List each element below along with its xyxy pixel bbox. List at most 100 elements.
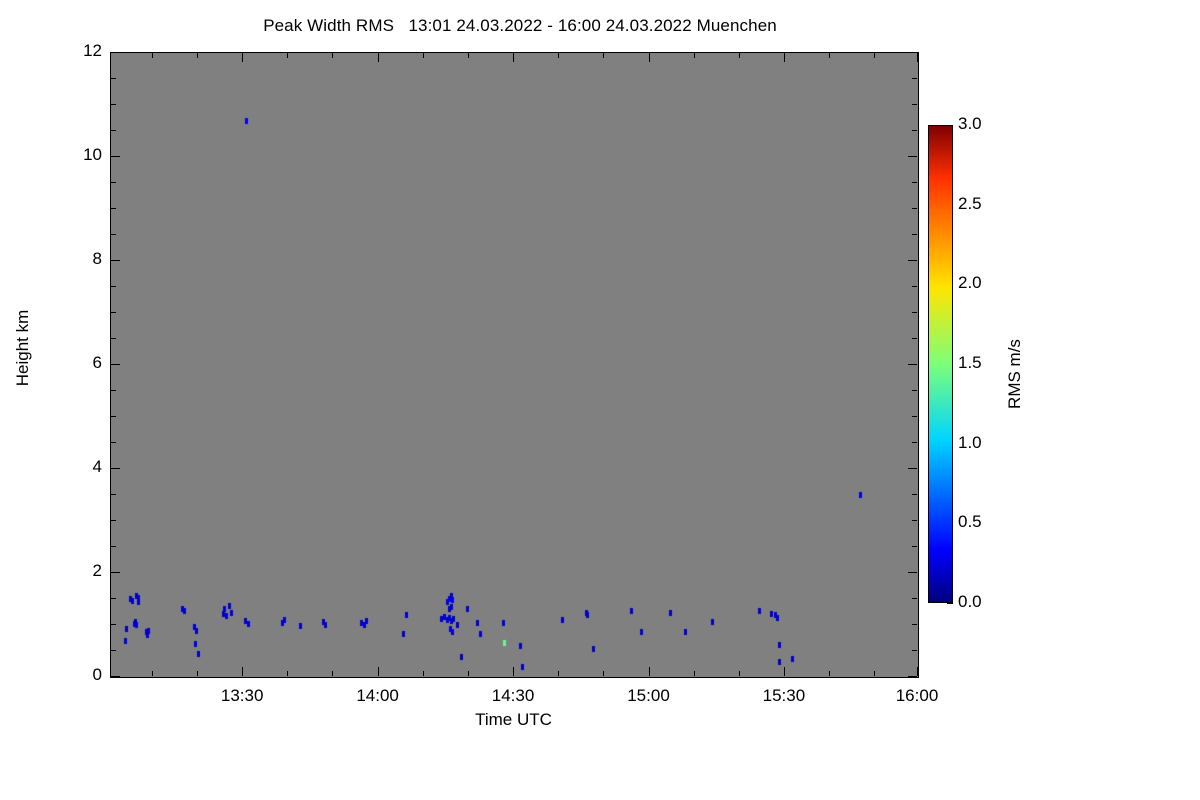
y-minor-tick-right bbox=[912, 442, 917, 443]
y-major-tick bbox=[111, 260, 120, 261]
colorbar-tick-label: 0.0 bbox=[958, 592, 982, 611]
y-minor-tick bbox=[111, 624, 116, 625]
x-minor-tick-top bbox=[197, 53, 198, 58]
y-minor-tick bbox=[111, 442, 116, 443]
y-minor-tick-right bbox=[912, 130, 917, 131]
y-tick-label: 4 bbox=[92, 457, 102, 476]
y-minor-tick-right bbox=[912, 624, 917, 625]
x-tick-label: 13:30 bbox=[220, 686, 264, 705]
data-canvas bbox=[111, 53, 918, 677]
y-minor-tick bbox=[111, 598, 116, 599]
x-tick-label: 15:00 bbox=[627, 686, 670, 705]
x-minor-tick bbox=[197, 671, 198, 676]
x-minor-tick-top bbox=[874, 53, 875, 58]
y-minor-tick-right bbox=[912, 416, 917, 417]
x-minor-tick bbox=[423, 671, 424, 676]
y-minor-tick bbox=[111, 78, 116, 79]
y-minor-tick bbox=[111, 494, 116, 495]
y-minor-tick bbox=[111, 390, 116, 391]
x-minor-tick-top bbox=[152, 53, 153, 58]
x-major-tick bbox=[242, 667, 243, 676]
y-axis-title: Height km bbox=[13, 309, 32, 387]
x-axis-tick-labels: 13:30 14:00 14:30 15:00 15:30 16:00 bbox=[0, 686, 1200, 710]
y-minor-tick bbox=[111, 312, 116, 313]
colorbar bbox=[928, 125, 953, 603]
y-major-tick-right bbox=[908, 572, 917, 573]
x-major-tick-top bbox=[784, 53, 785, 62]
colorbar-tick-label: 3.0 bbox=[958, 114, 982, 133]
y-major-tick-right bbox=[908, 52, 917, 53]
colorbar-tick-label: 2.5 bbox=[958, 193, 982, 213]
x-minor-tick-top bbox=[603, 53, 604, 58]
chart-title: Peak Width RMS 13:01 24.03.2022 - 16:00 … bbox=[263, 16, 777, 35]
y-major-tick-right bbox=[908, 468, 917, 469]
x-minor-tick-top bbox=[829, 53, 830, 58]
x-minor-tick bbox=[829, 671, 830, 676]
y-minor-tick-right bbox=[912, 338, 917, 339]
y-minor-tick-right bbox=[912, 234, 917, 235]
y-tick-label: 12 bbox=[83, 41, 102, 60]
y-major-tick bbox=[111, 572, 120, 573]
x-tick-label: 14:00 bbox=[356, 686, 399, 705]
y-minor-tick-right bbox=[912, 546, 917, 547]
y-major-tick bbox=[111, 364, 120, 365]
colorbar-tick-label: 1.0 bbox=[958, 432, 982, 452]
y-tick-label: 6 bbox=[92, 353, 102, 372]
x-minor-tick-top bbox=[468, 53, 469, 58]
x-minor-tick bbox=[874, 671, 875, 676]
y-major-tick-right bbox=[908, 676, 917, 677]
x-minor-tick bbox=[694, 671, 695, 676]
colorbar-tick-labels: 0.0 0.5 1.0 1.5 2.0 2.5 3.0 bbox=[958, 0, 1028, 800]
x-minor-tick-top bbox=[558, 53, 559, 58]
x-major-tick bbox=[649, 667, 650, 676]
y-minor-tick-right bbox=[912, 390, 917, 391]
x-minor-tick-top bbox=[423, 53, 424, 58]
y-minor-tick bbox=[111, 208, 116, 209]
x-minor-tick-top bbox=[739, 53, 740, 58]
y-major-tick bbox=[111, 676, 120, 677]
y-minor-tick bbox=[111, 520, 116, 521]
y-minor-tick-right bbox=[912, 494, 917, 495]
y-minor-tick-right bbox=[912, 598, 917, 599]
plot-area bbox=[110, 52, 919, 678]
y-minor-tick-right bbox=[912, 208, 917, 209]
x-major-tick-top bbox=[242, 53, 243, 62]
y-minor-tick bbox=[111, 650, 116, 651]
colorbar-tick-label: 0.5 bbox=[958, 512, 982, 532]
y-minor-tick bbox=[111, 286, 116, 287]
y-major-tick-right bbox=[908, 260, 917, 261]
x-tick-label: 14:30 bbox=[491, 686, 535, 705]
x-tick-label: 16:00 bbox=[895, 686, 939, 705]
x-minor-tick bbox=[739, 671, 740, 676]
colorbar-tick-label: 1.5 bbox=[958, 353, 982, 372]
y-minor-tick bbox=[111, 104, 116, 105]
colorbar-tick bbox=[947, 603, 953, 604]
y-minor-tick bbox=[111, 130, 116, 131]
x-minor-tick bbox=[558, 671, 559, 676]
y-minor-tick bbox=[111, 234, 116, 235]
x-major-tick bbox=[784, 667, 785, 676]
y-axis-tick-labels: 0 2 4 6 8 10 12 bbox=[40, 0, 102, 800]
colorbar-tick-label: 2.0 bbox=[958, 273, 982, 293]
y-major-tick-right bbox=[908, 364, 917, 365]
y-minor-tick-right bbox=[912, 78, 917, 79]
y-major-tick-right bbox=[908, 156, 917, 157]
y-major-tick bbox=[111, 156, 120, 157]
x-minor-tick-top bbox=[287, 53, 288, 58]
x-minor-tick bbox=[603, 671, 604, 676]
x-major-tick bbox=[513, 667, 514, 676]
x-minor-tick-top bbox=[694, 53, 695, 58]
y-major-tick bbox=[111, 468, 120, 469]
y-minor-tick-right bbox=[912, 286, 917, 287]
y-minor-tick-right bbox=[912, 104, 917, 105]
x-major-tick bbox=[917, 667, 918, 676]
y-minor-tick bbox=[111, 416, 116, 417]
x-major-tick bbox=[378, 667, 379, 676]
x-major-tick-top bbox=[917, 53, 918, 62]
x-major-tick-top bbox=[649, 53, 650, 62]
y-tick-label: 2 bbox=[92, 561, 102, 580]
y-minor-tick-right bbox=[912, 650, 917, 651]
x-axis-title: Time UTC bbox=[475, 710, 552, 729]
y-tick-label: 8 bbox=[92, 249, 102, 268]
